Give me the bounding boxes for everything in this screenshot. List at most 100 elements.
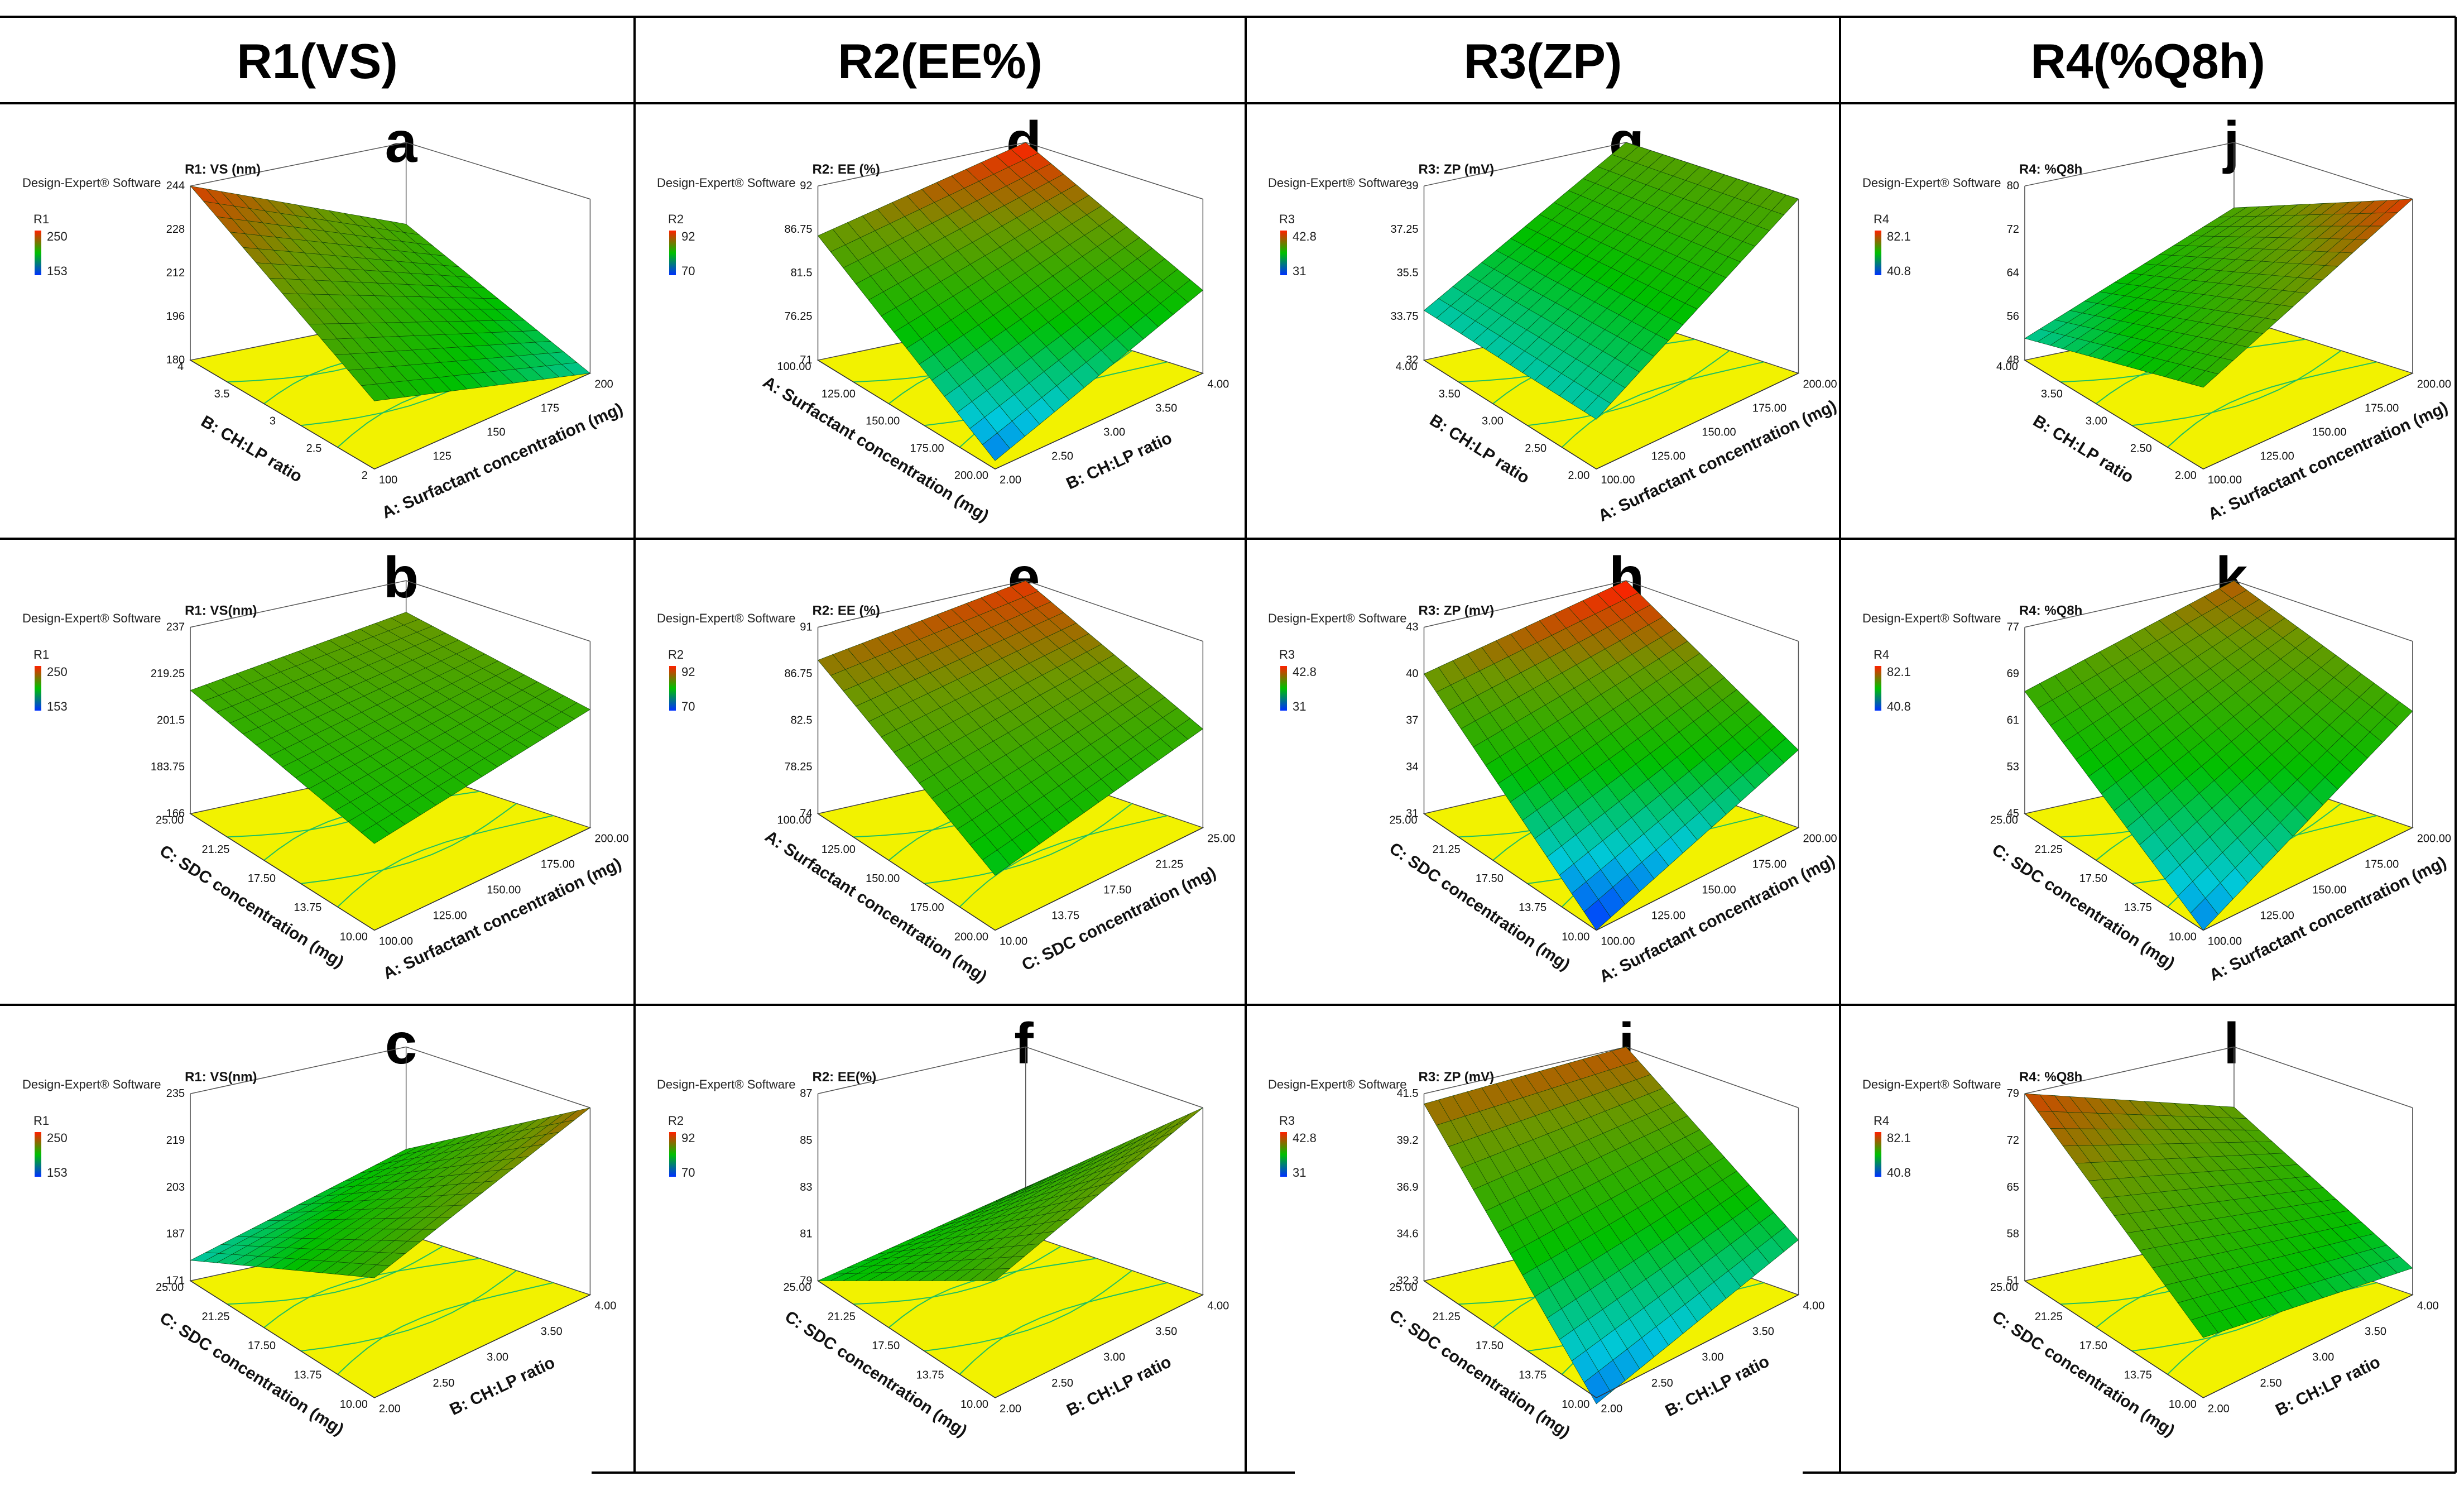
- x-tick-label: 25.00: [1990, 814, 2018, 827]
- y-tick-label: 2.50: [433, 1377, 454, 1389]
- y-tick-label: 3.00: [2312, 1351, 2334, 1364]
- surface-plot-b: b Design-Expert® Software R1 250 153 R1: VS(n…: [22, 545, 629, 983]
- z-axis-title: R2: EE(%): [813, 1070, 877, 1085]
- surface-cell: [1175, 279, 1203, 303]
- contour-line: [924, 1270, 1132, 1352]
- legend-colorbar: [1875, 231, 1881, 275]
- y-tick-label: 150.00: [2312, 884, 2346, 897]
- box-edge: [995, 372, 1203, 469]
- x-tick-label: 21.25: [1433, 1311, 1461, 1323]
- surface-cell: [1771, 1226, 1799, 1252]
- surface-plot-c: c Design-Expert® Software R1 250 153 R1: VS(n…: [22, 1012, 616, 1439]
- z-tick-label: 61: [2007, 715, 2019, 727]
- legend-response: R1: [33, 1114, 49, 1128]
- z-tick-label: 235: [166, 1087, 185, 1100]
- y-tick-label: 2.50: [1051, 450, 1073, 462]
- box-edge: [374, 372, 590, 469]
- z-tick-label: 71: [800, 354, 812, 366]
- x-tick-label: 150.00: [866, 415, 900, 428]
- x-tick-label: 21.25: [828, 1311, 856, 1323]
- surface-cell: [561, 702, 591, 720]
- y-tick-label: 200: [594, 378, 613, 391]
- z-axis-title: R4: %Q8h: [2019, 1070, 2082, 1085]
- x-tick-label: 3.00: [2086, 415, 2107, 428]
- software-label: Design-Expert® Software: [657, 1077, 796, 1091]
- z-axis-title: R4: %Q8h: [2019, 603, 2082, 619]
- x-axis-label: B: CH:LP ratio: [1426, 411, 1533, 487]
- x-tick-label: 13.75: [1519, 1369, 1546, 1382]
- z-tick-label: 43: [1406, 621, 1418, 634]
- legend-colorbar: [35, 231, 41, 275]
- y-tick-label: 200.00: [2417, 378, 2451, 391]
- z-tick-label: 201.5: [157, 715, 185, 727]
- contour-line: [227, 1245, 444, 1305]
- contour-lines: [227, 1245, 554, 1375]
- x-tick-label: 13.75: [294, 1369, 321, 1382]
- x-tick-label: 10.00: [340, 1398, 368, 1411]
- z-tick-label: 32: [1406, 354, 1418, 366]
- x-tick-label: 175.00: [910, 902, 944, 914]
- contour-line: [300, 1270, 517, 1352]
- z-tick-label: 82.5: [791, 715, 813, 727]
- software-label: Design-Expert® Software: [1268, 1077, 1407, 1091]
- x-tick-label: 3: [270, 415, 276, 428]
- z-tick-label: 81.5: [791, 267, 813, 279]
- surface-cell: [2384, 199, 2413, 213]
- surface-cell: [1175, 1108, 1203, 1126]
- legend-low-value: 70: [681, 1166, 695, 1180]
- x-tick-label: 2: [362, 469, 368, 482]
- y-tick-label: 175: [541, 402, 559, 415]
- legend-low-value: 153: [47, 1166, 68, 1180]
- panel-letter: j: [2222, 110, 2240, 175]
- box-edge: [2203, 372, 2413, 469]
- y-tick-label: 10.00: [1000, 935, 1027, 947]
- z-tick-label: 39.2: [1397, 1134, 1419, 1147]
- y-tick-label: 175.00: [2365, 859, 2399, 871]
- response-surface: [190, 185, 591, 401]
- x-tick-label: 125.00: [822, 843, 856, 856]
- z-axis-title: R3: ZP (mV): [1419, 1070, 1495, 1085]
- y-tick-label: 2.00: [1601, 1403, 1622, 1415]
- x-tick-label: 3.00: [1482, 415, 1504, 428]
- x-tick-label: 2.00: [1568, 469, 1589, 482]
- y-tick-label: 2.50: [2260, 1377, 2282, 1389]
- z-tick-label: 86.75: [784, 223, 812, 236]
- x-tick-label: 4.00: [1396, 361, 1418, 373]
- y-tick-label: 3.50: [2365, 1326, 2386, 1338]
- box-edge: [1424, 359, 1597, 469]
- x-tick-label: 17.50: [2079, 1340, 2107, 1352]
- box-edge: [2203, 827, 2413, 931]
- box-edge: [2203, 1294, 2413, 1398]
- z-tick-label: 87: [800, 1087, 812, 1100]
- column-header: R4(%Q8h): [2030, 33, 2265, 89]
- x-tick-label: 200.00: [954, 931, 988, 943]
- z-axis-title: R1: VS(nm): [185, 1070, 257, 1085]
- legend-low-value: 40.8: [1887, 264, 1911, 278]
- z-tick-label: 65: [2007, 1181, 2019, 1193]
- panel-letter: a: [385, 110, 418, 175]
- panel-letter: b: [383, 545, 419, 610]
- y-tick-label: 3.00: [1103, 1351, 1125, 1364]
- box-edge: [190, 142, 590, 200]
- x-tick-label: 13.75: [916, 1369, 944, 1382]
- legend-low-value: 153: [47, 699, 68, 713]
- x-tick-label: 25.00: [783, 1281, 811, 1293]
- legend-colorbar: [1280, 666, 1287, 711]
- legend-low-value: 70: [681, 264, 695, 278]
- software-label: Design-Expert® Software: [1862, 176, 2001, 190]
- y-tick-label: 3.00: [1103, 426, 1125, 438]
- z-tick-label: 80: [2007, 180, 2019, 192]
- z-tick-label: 33.75: [1390, 310, 1418, 323]
- box-edge: [190, 813, 375, 931]
- legend-high-value: 82.1: [1887, 1131, 1911, 1145]
- x-tick-label: 25.00: [156, 1281, 184, 1293]
- response-surface: [190, 1108, 590, 1278]
- box-edge: [818, 1280, 996, 1398]
- legend-high-value: 92: [681, 1131, 695, 1145]
- legend-response: R2: [668, 212, 684, 226]
- y-tick-label: 175.00: [1752, 402, 1786, 415]
- legend-high-value: 42.8: [1293, 229, 1317, 243]
- z-tick-label: 219: [166, 1134, 185, 1147]
- contour-lines: [853, 1245, 1168, 1375]
